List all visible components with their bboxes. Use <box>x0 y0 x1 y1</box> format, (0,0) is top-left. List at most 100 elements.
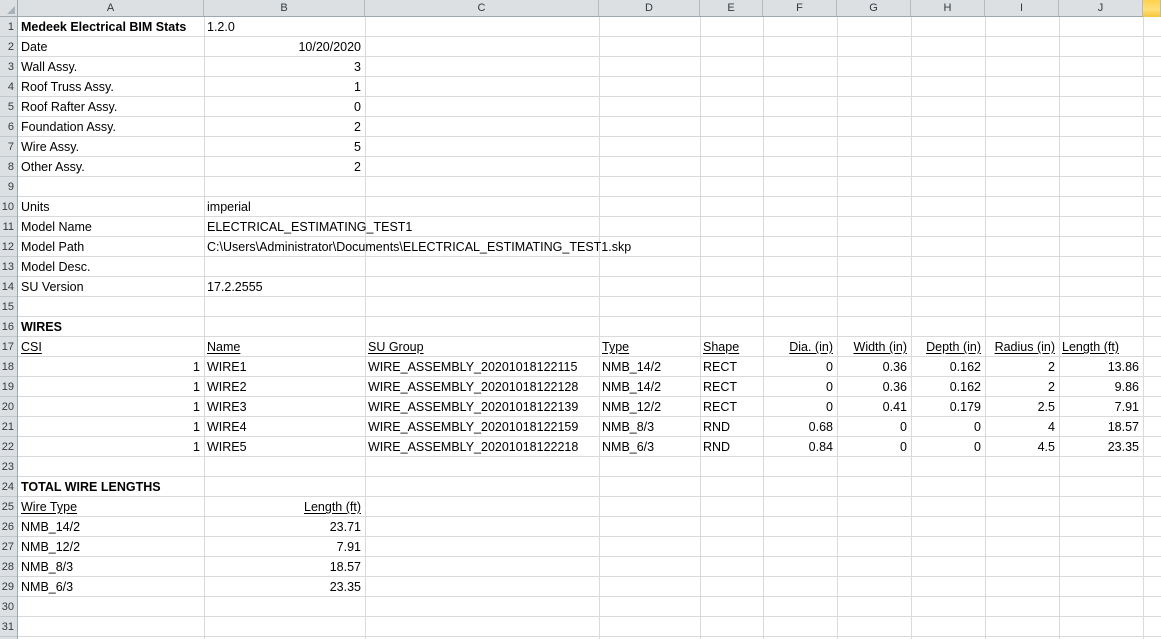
model-label-3[interactable]: Model Desc. <box>21 260 91 274</box>
wire-row-1-depth[interactable]: 0.162 <box>949 380 981 394</box>
wire-row-0-dia[interactable]: 0 <box>826 360 833 374</box>
wire-row-0-name[interactable]: WIRE1 <box>207 360 247 374</box>
row-header-31[interactable]: 31 <box>0 617 17 637</box>
wire-row-1-radius[interactable]: 2 <box>1048 380 1055 394</box>
wire-row-0-type[interactable]: NMB_14/2 <box>602 360 662 374</box>
column-header-h[interactable]: H <box>911 0 985 16</box>
row-header-gutter[interactable]: 1 2 3 4 5 6 7 8 9 10 11 12 13 14 15 16 17 18 19 20 21 22 23 24 2… <box>0 17 18 639</box>
wire-row-3-depth[interactable]: 0 <box>974 420 981 434</box>
row-header-9[interactable]: 9 <box>0 177 17 197</box>
wire-row-0-shape[interactable]: RECT <box>703 360 738 374</box>
column-header-d[interactable]: D <box>599 0 700 16</box>
wire-row-4-type[interactable]: NMB_6/3 <box>602 440 655 454</box>
row-header-17[interactable]: 17 <box>0 337 17 357</box>
row-header-18[interactable]: 18 <box>0 357 17 377</box>
row-header-7[interactable]: 7 <box>0 137 17 157</box>
stats-version[interactable]: 1.2.0 <box>207 20 235 34</box>
row-header-14[interactable]: 14 <box>0 277 17 297</box>
row-header-30[interactable]: 30 <box>0 597 17 617</box>
model-value-2[interactable]: C:\Users\Administrator\Documents\ELECTRI… <box>207 240 632 254</box>
wire-row-4-name[interactable]: WIRE5 <box>207 440 247 454</box>
wire-row-1-su_group[interactable]: WIRE_ASSEMBLY_20201018122128 <box>368 380 579 394</box>
stats-value-2[interactable]: 1 <box>354 80 361 94</box>
wire-row-2-csi[interactable]: 1 <box>193 400 200 414</box>
row-header-3[interactable]: 3 <box>0 57 17 77</box>
wires-section-title[interactable]: WIRES <box>21 320 62 334</box>
column-header-j[interactable]: J <box>1059 0 1143 16</box>
wires-header-6[interactable]: Width (in) <box>837 337 911 357</box>
model-value-4[interactable]: 17.2.2555 <box>207 280 263 294</box>
row-header-6[interactable]: 6 <box>0 117 17 137</box>
stats-label-1[interactable]: Wall Assy. <box>21 60 78 74</box>
model-label-0[interactable]: Units <box>21 200 50 214</box>
wires-header-9[interactable]: Length (ft) <box>1059 337 1143 357</box>
row-header-28[interactable]: 28 <box>0 557 17 577</box>
wires-header-4[interactable]: Shape <box>700 337 763 357</box>
row-header-20[interactable]: 20 <box>0 397 17 417</box>
wires-header-7[interactable]: Depth (in) <box>911 337 985 357</box>
wire-row-3-dia[interactable]: 0.68 <box>808 420 833 434</box>
stats-value-4[interactable]: 2 <box>354 120 361 134</box>
row-header-29[interactable]: 29 <box>0 577 17 597</box>
stats-label-0[interactable]: Date <box>21 40 48 54</box>
wire-row-3-shape[interactable]: RND <box>703 420 731 434</box>
stats-value-1[interactable]: 3 <box>354 60 361 74</box>
wire-row-0-width[interactable]: 0.36 <box>882 360 907 374</box>
wire-row-3-su_group[interactable]: WIRE_ASSEMBLY_20201018122159 <box>368 420 579 434</box>
wire-row-0-su_group[interactable]: WIRE_ASSEMBLY_20201018122115 <box>368 360 578 374</box>
wire-row-1-length[interactable]: 9.86 <box>1114 380 1139 394</box>
select-all-corner-button[interactable] <box>0 0 18 17</box>
wire-row-0-radius[interactable]: 2 <box>1048 360 1055 374</box>
row-header-15[interactable]: 15 <box>0 297 17 317</box>
column-header-c[interactable]: C <box>365 0 599 16</box>
wire-row-4-depth[interactable]: 0 <box>974 440 981 454</box>
row-header-11[interactable]: 11 <box>0 217 17 237</box>
model-value-0[interactable]: imperial <box>207 200 251 214</box>
wire-row-4-length[interactable]: 23.35 <box>1107 440 1139 454</box>
column-header-g[interactable]: G <box>837 0 911 16</box>
wire-row-2-dia[interactable]: 0 <box>826 400 833 414</box>
wire-row-2-su_group[interactable]: WIRE_ASSEMBLY_20201018122139 <box>368 400 579 414</box>
total-row-3-type[interactable]: NMB_6/3 <box>21 580 74 594</box>
column-header-a[interactable]: A <box>18 0 204 16</box>
column-header-e[interactable]: E <box>700 0 763 16</box>
stats-label-6[interactable]: Other Assy. <box>21 160 85 174</box>
wire-row-4-radius[interactable]: 4.5 <box>1037 440 1055 454</box>
wire-row-3-length[interactable]: 18.57 <box>1107 420 1139 434</box>
model-value-1[interactable]: ELECTRICAL_ESTIMATING_TEST1 <box>207 220 413 234</box>
row-header-21[interactable]: 21 <box>0 417 17 437</box>
totals-header-1[interactable]: Length (ft) <box>204 497 365 517</box>
stats-label-5[interactable]: Wire Assy. <box>21 140 80 154</box>
total-row-0-type[interactable]: NMB_14/2 <box>21 520 81 534</box>
row-header-23[interactable]: 23 <box>0 457 17 477</box>
total-row-2-length[interactable]: 18.57 <box>329 560 361 574</box>
total-row-3-length[interactable]: 23.35 <box>329 580 361 594</box>
wire-row-1-shape[interactable]: RECT <box>703 380 738 394</box>
wire-row-4-dia[interactable]: 0.84 <box>808 440 833 454</box>
wire-row-2-radius[interactable]: 2.5 <box>1037 400 1055 414</box>
row-header-2[interactable]: 2 <box>0 37 17 57</box>
wires-header-2[interactable]: SU Group <box>365 337 599 357</box>
row-header-12[interactable]: 12 <box>0 237 17 257</box>
wire-row-2-length[interactable]: 7.91 <box>1114 400 1139 414</box>
total-row-2-type[interactable]: NMB_8/3 <box>21 560 74 574</box>
row-header-16[interactable]: 16 <box>0 317 17 337</box>
column-header-b[interactable]: B <box>204 0 365 16</box>
row-header-10[interactable]: 10 <box>0 197 17 217</box>
wire-row-3-type[interactable]: NMB_8/3 <box>602 420 655 434</box>
wire-row-2-shape[interactable]: RECT <box>703 400 738 414</box>
wire-row-4-width[interactable]: 0 <box>900 440 907 454</box>
wire-row-1-dia[interactable]: 0 <box>826 380 833 394</box>
wire-row-0-length[interactable]: 13.86 <box>1107 360 1139 374</box>
wires-header-3[interactable]: Type <box>599 337 700 357</box>
totals-section-title[interactable]: TOTAL WIRE LENGTHS <box>21 480 161 494</box>
wire-row-4-su_group[interactable]: WIRE_ASSEMBLY_20201018122218 <box>368 440 579 454</box>
column-header-f[interactable]: F <box>763 0 837 16</box>
row-header-13[interactable]: 13 <box>0 257 17 277</box>
wires-header-8[interactable]: Radius (in) <box>985 337 1059 357</box>
wire-row-2-depth[interactable]: 0.179 <box>949 400 981 414</box>
wire-row-1-csi[interactable]: 1 <box>193 380 200 394</box>
total-row-0-length[interactable]: 23.71 <box>329 520 361 534</box>
